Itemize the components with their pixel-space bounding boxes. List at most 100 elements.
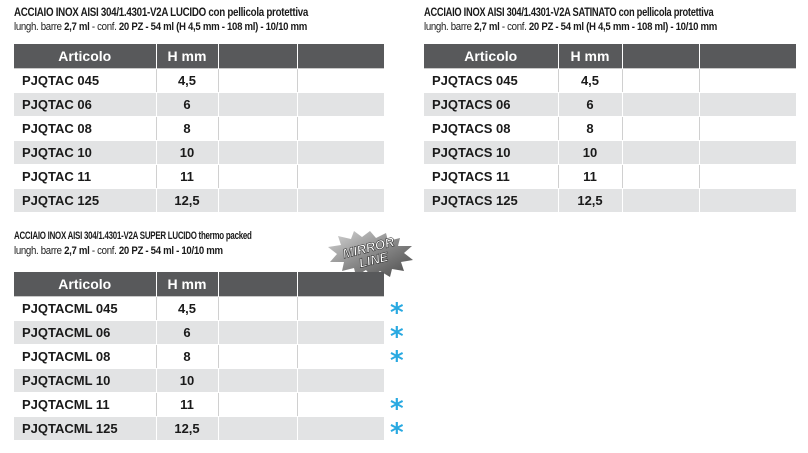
cell-code: PJQTAC 10 bbox=[14, 140, 157, 165]
cell-empty bbox=[218, 140, 298, 165]
cell-code: PJQTACML 045 bbox=[14, 296, 157, 321]
section-title: ACCIAIO INOX AISI 304/1.4301-V2A SUPER L… bbox=[14, 230, 252, 242]
cell-empty bbox=[297, 164, 384, 189]
cell-code: PJQTACS 06 bbox=[424, 92, 559, 117]
subtitle-prefix: lungh. barre bbox=[424, 21, 475, 33]
cell-code: PJQTACML 10 bbox=[14, 368, 157, 393]
cell-empty bbox=[699, 92, 796, 117]
section-subtitle: lungh. barre 2,7 ml - conf. 20 PZ - 54 m… bbox=[14, 244, 303, 258]
cell-empty bbox=[297, 140, 384, 165]
section-subtitle: lungh. barre 2,7 ml - conf. 20 PZ - 54 m… bbox=[424, 20, 751, 34]
subtitle-pack: 20 PZ - 54 ml (H 4,5 mm - 108 ml) - 10/1… bbox=[118, 21, 308, 33]
cell-empty bbox=[699, 164, 796, 189]
cell-empty bbox=[218, 92, 298, 117]
product-table-lucido: Articolo H mm PJQTAC 045 4,5 PJQTAC 06 6 P… bbox=[14, 44, 384, 213]
column-header-empty bbox=[622, 44, 700, 69]
subtitle-mid: - conf. bbox=[89, 21, 119, 33]
cell-empty bbox=[699, 140, 796, 165]
cell-empty bbox=[297, 68, 384, 93]
cell-empty bbox=[297, 320, 384, 345]
cell-code: PJQTACML 125 bbox=[14, 416, 157, 441]
subtitle-length: 2,7 ml bbox=[64, 245, 90, 257]
cell-height: 12,5 bbox=[156, 416, 219, 441]
table-row: PJQTAC 045 4,5 bbox=[14, 68, 384, 93]
asterisk-icon: * bbox=[390, 394, 404, 424]
cell-height: 8 bbox=[156, 344, 219, 369]
asterisk-icon: * bbox=[390, 346, 404, 376]
cell-code: PJQTAC 06 bbox=[14, 92, 157, 117]
product-block-lucido: ACCIAIO INOX AISI 304/1.4301-V2A LUCIDO … bbox=[14, 5, 375, 34]
cell-empty bbox=[622, 116, 700, 141]
column-header-articolo: Articolo bbox=[14, 44, 157, 69]
section-title: ACCIAIO INOX AISI 304/1.4301-V2A SATINAT… bbox=[424, 5, 714, 19]
table-row: PJQTACML 11 11 bbox=[14, 392, 384, 417]
cell-empty bbox=[218, 368, 298, 393]
cell-empty bbox=[218, 296, 298, 321]
cell-empty bbox=[622, 164, 700, 189]
cell-height: 10 bbox=[156, 368, 219, 393]
cell-code: PJQTAC 125 bbox=[14, 188, 157, 213]
cell-code: PJQTAC 045 bbox=[14, 68, 157, 93]
cell-height: 6 bbox=[156, 320, 219, 345]
cell-empty bbox=[297, 344, 384, 369]
cell-code: PJQTACML 11 bbox=[14, 392, 157, 417]
cell-empty bbox=[218, 392, 298, 417]
section-title: ACCIAIO INOX AISI 304/1.4301-V2A LUCIDO … bbox=[14, 5, 309, 19]
cell-empty bbox=[297, 296, 384, 321]
cell-height: 10 bbox=[156, 140, 219, 165]
column-header-empty bbox=[218, 44, 298, 69]
cell-empty bbox=[218, 164, 298, 189]
cell-code: PJQTACS 045 bbox=[424, 68, 559, 93]
cell-height: 11 bbox=[156, 392, 219, 417]
cell-code: PJQTACS 11 bbox=[424, 164, 559, 189]
table-row: PJQTACML 10 10 bbox=[14, 368, 384, 393]
table-row: PJQTACML 125 12,5 bbox=[14, 416, 384, 441]
cell-height: 4,5 bbox=[558, 68, 623, 93]
cell-code: PJQTACML 08 bbox=[14, 344, 157, 369]
cell-empty bbox=[699, 116, 796, 141]
table-row: PJQTAC 125 12,5 bbox=[14, 188, 384, 213]
section-subtitle: lungh. barre 2,7 ml - conf. 20 PZ - 54 m… bbox=[14, 20, 330, 34]
cell-height: 11 bbox=[156, 164, 219, 189]
product-table-super-lucido: Articolo H mm PJQTACML 045 4,5 PJQTACML 0… bbox=[14, 272, 384, 441]
cell-empty bbox=[622, 188, 700, 213]
column-header-articolo: Articolo bbox=[424, 44, 559, 69]
column-header-empty bbox=[218, 272, 298, 297]
cell-height: 6 bbox=[558, 92, 623, 117]
subtitle-mid: - conf. bbox=[499, 21, 529, 33]
column-header-articolo: Articolo bbox=[14, 272, 157, 297]
table-header-row: Articolo H mm bbox=[424, 44, 796, 69]
subtitle-mid: - conf. bbox=[89, 245, 119, 257]
cell-height: 8 bbox=[156, 116, 219, 141]
subtitle-length: 2,7 ml bbox=[474, 21, 500, 33]
cell-height: 11 bbox=[558, 164, 623, 189]
cell-empty bbox=[218, 68, 298, 93]
table-row: PJQTACML 045 4,5 bbox=[14, 296, 384, 321]
subtitle-pack: 20 PZ - 54 ml (H 4,5 mm - 108 ml) - 10/1… bbox=[528, 21, 718, 33]
mirror-line-badge: MIRROR LINE bbox=[328, 231, 413, 277]
subtitle-prefix: lungh. barre bbox=[14, 245, 65, 257]
cell-empty bbox=[622, 68, 700, 93]
table-row: PJQTACS 06 6 bbox=[424, 92, 796, 117]
table-row: PJQTAC 11 11 bbox=[14, 164, 384, 189]
cell-empty bbox=[297, 116, 384, 141]
cell-code: PJQTACS 10 bbox=[424, 140, 559, 165]
cell-empty bbox=[297, 392, 384, 417]
cell-empty bbox=[699, 68, 796, 93]
table-row: PJQTACML 06 6 bbox=[14, 320, 384, 345]
table-row: PJQTACS 045 4,5 bbox=[424, 68, 796, 93]
table-header-row: Articolo H mm bbox=[14, 272, 384, 297]
table-row: PJQTACS 08 8 bbox=[424, 116, 796, 141]
cell-code: PJQTACS 08 bbox=[424, 116, 559, 141]
cell-empty bbox=[218, 416, 298, 441]
product-block-super-lucido: ACCIAIO INOX AISI 304/1.4301-V2A SUPER L… bbox=[14, 229, 344, 258]
cell-code: PJQTACS 125 bbox=[424, 188, 559, 213]
cell-code: PJQTAC 11 bbox=[14, 164, 157, 189]
cell-height: 6 bbox=[156, 92, 219, 117]
cell-code: PJQTACML 06 bbox=[14, 320, 157, 345]
cell-empty bbox=[218, 344, 298, 369]
subtitle-prefix: lungh. barre bbox=[14, 21, 65, 33]
table-row: PJQTACS 11 11 bbox=[424, 164, 796, 189]
cell-empty bbox=[218, 320, 298, 345]
column-header-h-mm: H mm bbox=[156, 272, 219, 297]
